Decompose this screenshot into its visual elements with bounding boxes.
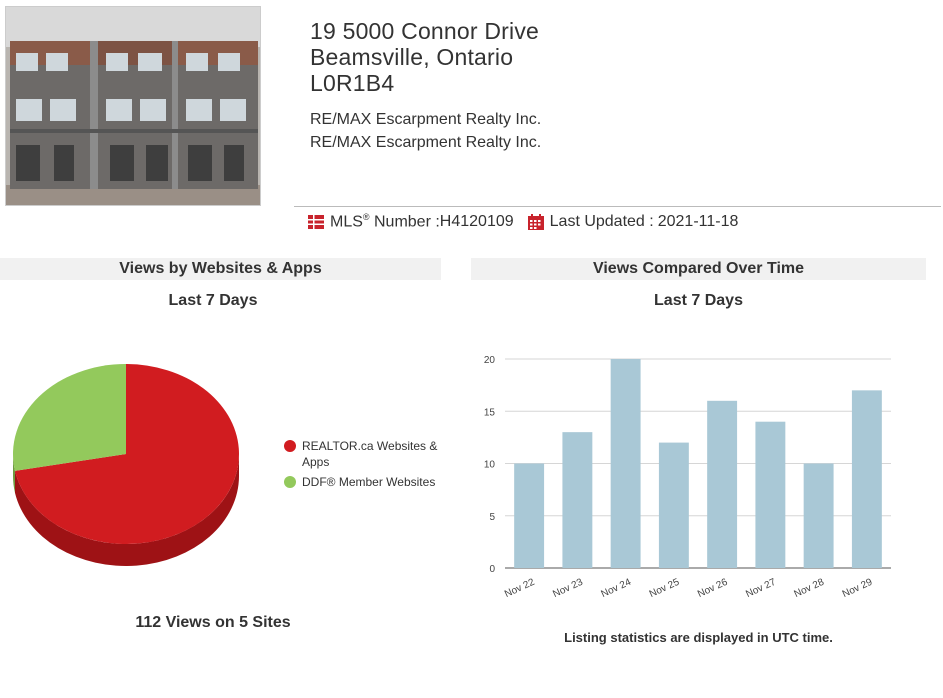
x-tick-label: Nov 23 — [551, 577, 585, 601]
legend-swatch — [284, 476, 296, 488]
bar[interactable] — [851, 390, 882, 568]
calendar-icon — [527, 213, 544, 230]
brokerage-list: RE/MAX Escarpment Realty Inc. RE/MAX Esc… — [310, 108, 541, 154]
bar-chart: 0 5 10 15 20 Nov 22 Nov 23 Nov 24 Nov 25 Nov 26 No… — [484, 355, 891, 601]
pie-panel-title: Views by Websites & Apps — [0, 258, 441, 280]
bar-panel-subtitle: Last 7 Days — [654, 292, 743, 309]
pie-panel-subtitle: Last 7 Days — [168, 292, 258, 309]
bar[interactable] — [755, 421, 786, 568]
brokerage-name: RE/MAX Escarpment Realty Inc. — [310, 111, 542, 128]
y-tick-label: 20 — [484, 355, 496, 366]
bar[interactable] — [803, 463, 834, 569]
pie-slice[interactable] — [12, 364, 126, 471]
bar-panel-title: Views Compared Over Time — [471, 258, 926, 280]
address-line-2: Beamsville, Ontario — [310, 44, 514, 70]
pie-slice[interactable] — [15, 364, 239, 544]
y-tick-label: 5 — [489, 512, 495, 523]
legend-label: DDF® Member Websites — [302, 475, 436, 489]
listing-address: 19 5000 Connor Drive Beamsville, Ontario… — [310, 18, 539, 96]
mls-number-label: MLS® Number : — [330, 211, 440, 231]
pie-legend: REALTOR.ca Websites & Apps DDF® Member We… — [284, 438, 442, 494]
y-tick-label: 10 — [484, 460, 496, 471]
x-tick-label: Nov 29 — [841, 577, 875, 601]
legend-label: REALTOR.ca Websites & Apps — [302, 439, 438, 469]
brokerage-name: RE/MAX Escarpment Realty Inc. — [310, 134, 542, 151]
address-line-1: 19 5000 Connor Drive — [310, 18, 540, 44]
last-updated-label: Last Updated : — [549, 212, 654, 230]
x-tick-label: Nov 24 — [600, 577, 634, 601]
bar[interactable] — [610, 359, 641, 568]
x-tick-label: Nov 25 — [648, 577, 682, 601]
bar[interactable] — [514, 463, 545, 569]
bar[interactable] — [658, 442, 689, 568]
y-tick-label: 15 — [484, 407, 496, 418]
legend-item[interactable]: DDF® Member Websites — [284, 474, 442, 490]
x-tick-label: Nov 27 — [744, 577, 778, 601]
utc-note: Listing statistics are displayed in UTC … — [564, 630, 833, 645]
y-tick-label: 0 — [489, 564, 495, 575]
legend-item[interactable]: REALTOR.ca Websites & Apps — [284, 438, 442, 470]
bar[interactable] — [707, 400, 738, 568]
postal-code: L0R1B4 — [310, 70, 395, 96]
pie-slice-side — [15, 454, 240, 567]
last-updated-value: 2021-11-18 — [657, 212, 739, 230]
listing-photo[interactable] — [5, 6, 261, 206]
pie-chart — [12, 364, 240, 567]
listing-info-bar: MLS® Number : H4120109 Last Updated : 20… — [294, 206, 941, 236]
bar[interactable] — [562, 432, 593, 568]
x-tick-label: Nov 22 — [503, 577, 537, 601]
mls-number-value: H4120109 — [439, 212, 514, 230]
pie-slice-side — [13, 454, 16, 493]
mls-list-icon — [308, 214, 324, 230]
x-tick-label: Nov 26 — [696, 577, 730, 601]
legend-swatch — [284, 440, 296, 452]
views-summary: 112 Views on 5 Sites — [135, 614, 291, 631]
x-tick-label: Nov 28 — [793, 577, 827, 601]
